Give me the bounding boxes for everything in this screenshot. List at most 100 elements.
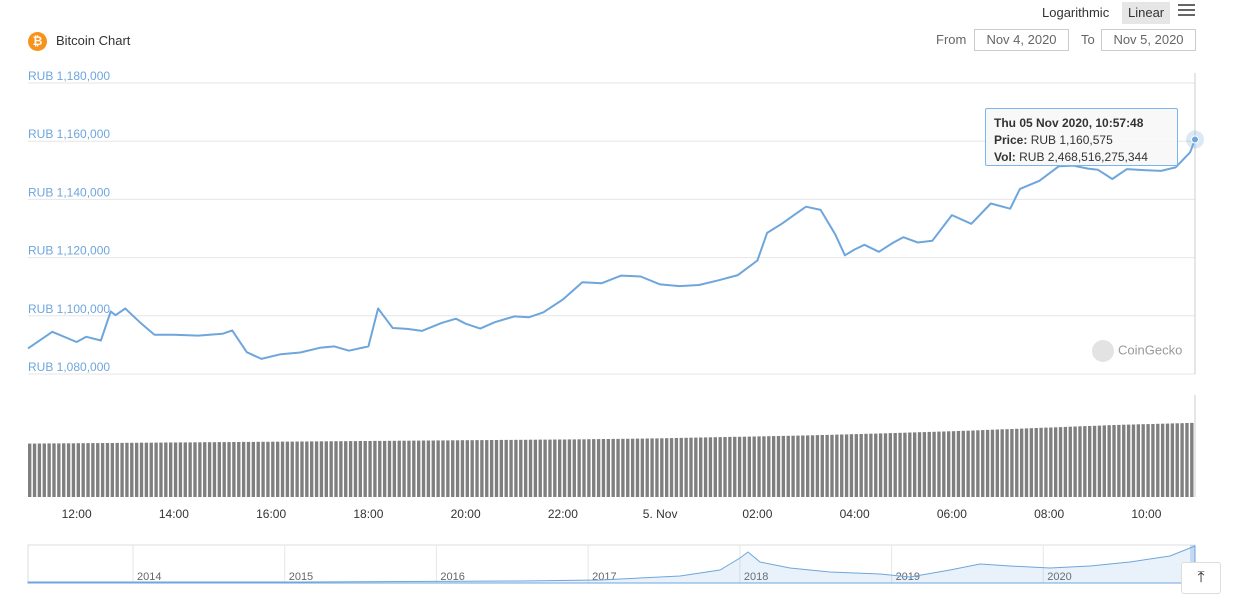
volume-bar — [669, 438, 674, 497]
volume-bar — [553, 439, 557, 497]
volume-bar — [869, 433, 873, 497]
volume-bar — [752, 436, 756, 497]
navigator-area — [27, 545, 1196, 584]
volume-bar — [1000, 429, 1004, 497]
tooltip-price-value: RUB 1,160,575 — [1030, 133, 1113, 147]
volume-bar — [806, 435, 810, 497]
volume-bar — [237, 442, 241, 497]
volume-bar — [241, 441, 246, 497]
volume-bar — [1165, 423, 1170, 497]
volume-bar — [1034, 428, 1038, 497]
volume-bar — [314, 441, 319, 497]
volume-bar — [572, 439, 576, 497]
volume-bar — [52, 443, 56, 497]
volume-bar — [874, 433, 878, 497]
volume-bar — [47, 443, 51, 497]
volume-bar — [28, 443, 32, 497]
volume-bar — [105, 443, 110, 497]
volume-bar — [747, 436, 752, 497]
volume-bar — [494, 440, 499, 497]
volume-bar — [1097, 425, 1102, 497]
volume-bar — [1058, 427, 1063, 497]
hamburger-menu-icon[interactable] — [1178, 4, 1195, 18]
volume-bar — [655, 438, 659, 497]
volume-bar — [285, 441, 290, 497]
volume-bar — [207, 442, 212, 497]
volume-bar — [703, 437, 708, 497]
volume-bar — [942, 431, 946, 497]
volume-bar — [1156, 423, 1160, 497]
volume-bar — [932, 431, 936, 497]
volume-bar — [577, 439, 581, 497]
volume-bar — [519, 439, 523, 497]
volume-bar — [1088, 426, 1092, 497]
volume-bar — [1126, 424, 1131, 497]
volume-bar — [1005, 429, 1009, 497]
volume-bar — [664, 438, 669, 497]
navigator-year-label: 2016 — [440, 571, 464, 583]
volume-bar — [130, 442, 134, 497]
volume-bar — [543, 439, 547, 497]
volume-bar — [840, 434, 844, 497]
volume-bar — [674, 438, 679, 497]
volume-bar — [426, 440, 431, 497]
volume-bar — [81, 443, 85, 497]
volume-bar — [903, 432, 907, 497]
volume-bar — [854, 434, 858, 497]
volume-bar — [684, 437, 688, 497]
volume-bar — [1102, 425, 1106, 497]
volume-bar — [154, 442, 158, 497]
volume-bar — [733, 436, 737, 497]
range-from-label: From — [936, 32, 967, 47]
volume-bar — [227, 442, 231, 497]
volume-bar — [825, 434, 829, 497]
volume-bar — [251, 441, 256, 497]
volume-bar — [538, 439, 542, 497]
volume-bar — [1136, 424, 1141, 497]
bitcoin-icon: ₿ — [28, 32, 47, 51]
volume-bar — [723, 437, 727, 497]
volume-bar — [115, 442, 119, 497]
volume-bar — [1053, 427, 1058, 497]
y-tick-label: RUB 1,160,000 — [28, 127, 110, 141]
volume-bar — [801, 435, 805, 497]
x-tick-label: 10:00 — [1131, 507, 1161, 521]
volume-bar — [431, 440, 435, 497]
volume-bar — [947, 431, 951, 497]
volume-bar — [475, 440, 479, 497]
back-to-top-button[interactable]: ⤒ — [1181, 562, 1221, 594]
volume-bar — [86, 443, 90, 497]
navigator-year-label: 2014 — [137, 571, 161, 583]
y-tick-label: RUB 1,180,000 — [28, 69, 110, 83]
navigator[interactable]: 2014 2015 2016 2017 2018 2019 2020 — [27, 544, 1196, 584]
volume-bar — [694, 437, 698, 497]
volume-bar — [1029, 428, 1034, 497]
volume-bar — [1078, 426, 1082, 497]
range-from-input[interactable]: Nov 4, 2020 — [974, 29, 1069, 51]
volume-bar — [859, 434, 863, 497]
volume-bar — [378, 440, 382, 497]
volume-bar — [1122, 424, 1126, 497]
volume-bar — [217, 442, 221, 497]
volume-bar — [173, 442, 178, 497]
volume-bar — [37, 443, 42, 497]
tooltip-vol-label: Vol: — [994, 150, 1016, 164]
linear-scale-button[interactable]: Linear — [1122, 2, 1171, 24]
volume-bar — [183, 442, 187, 497]
volume-bar — [319, 441, 324, 497]
navigator-year-label: 2015 — [289, 571, 313, 583]
range-to-input[interactable]: Nov 5, 2020 — [1101, 29, 1196, 51]
volume-bar — [1092, 425, 1097, 497]
volume-bar — [300, 441, 304, 497]
volume-bar — [451, 440, 455, 497]
volume-bar — [436, 440, 440, 497]
x-tick-label: 20:00 — [451, 507, 481, 521]
volume-bar — [893, 433, 897, 497]
navigator-frame — [27, 544, 1196, 584]
volume-bar — [1160, 423, 1165, 497]
volume-bar — [635, 438, 640, 497]
logarithmic-scale-button[interactable]: Logarithmic — [1042, 5, 1110, 20]
volume-bar — [392, 440, 397, 497]
volume-bar — [387, 440, 392, 497]
